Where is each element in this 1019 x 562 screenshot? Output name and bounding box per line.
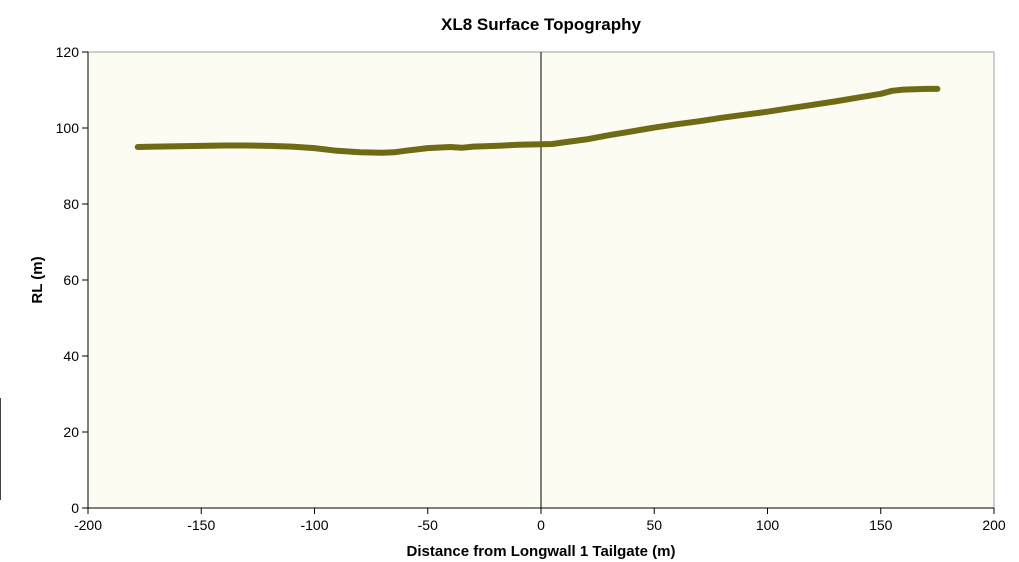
x-tick-label: 0 bbox=[537, 517, 545, 533]
x-tick-label: -50 bbox=[418, 517, 438, 533]
y-tick-label: 120 bbox=[56, 44, 80, 60]
y-tick-label: 100 bbox=[56, 120, 80, 136]
y-axis-label: RL (m) bbox=[29, 256, 46, 303]
x-tick-label: -200 bbox=[74, 517, 102, 533]
x-tick-label: 150 bbox=[869, 517, 893, 533]
x-tick-label: -100 bbox=[300, 517, 328, 533]
x-tick-label: 200 bbox=[982, 517, 1006, 533]
axes: -200 -150 -100 -50 0 50 100 150 200 0 20 40 60 80 100 1… bbox=[56, 44, 1006, 533]
window-edge-bar bbox=[0, 398, 1, 500]
x-tick-label: -150 bbox=[187, 517, 215, 533]
y-tick-label: 0 bbox=[71, 500, 79, 516]
y-tick-label: 80 bbox=[63, 196, 79, 212]
x-tick-label: 100 bbox=[756, 517, 780, 533]
y-tick-label: 60 bbox=[63, 272, 79, 288]
y-tick-label: 40 bbox=[63, 348, 79, 364]
topography-line bbox=[134, 85, 941, 156]
chart-title: XL8 Surface Topography bbox=[441, 15, 641, 34]
x-tick-label: 50 bbox=[646, 517, 662, 533]
y-tick-label: 20 bbox=[63, 424, 79, 440]
x-axis-label: Distance from Longwall 1 Tailgate (m) bbox=[407, 543, 676, 560]
series-layer bbox=[134, 52, 941, 508]
